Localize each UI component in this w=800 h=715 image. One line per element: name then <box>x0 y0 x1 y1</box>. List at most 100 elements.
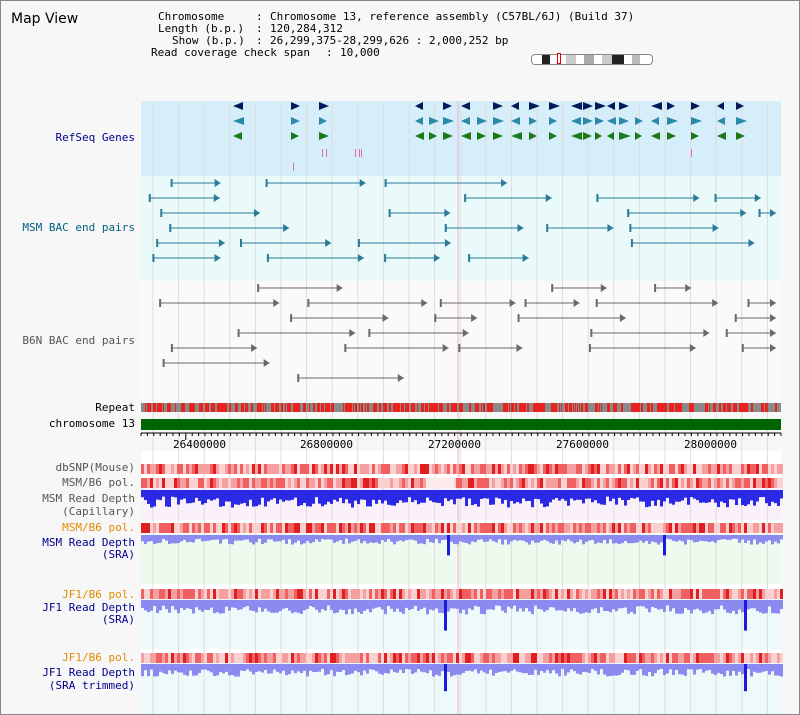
jf1-sra-depth-bin <box>447 600 450 612</box>
dbsnp-bin <box>513 464 516 474</box>
dbsnp-bin <box>636 464 639 474</box>
track-label-refseq-genes[interactable]: RefSeq Genes <box>55 131 135 144</box>
msm-pol2-bin <box>234 523 237 533</box>
dbsnp-bin <box>390 464 393 474</box>
msm-pol2-bin <box>771 523 774 533</box>
repeat-element <box>561 403 562 412</box>
track-label-chromosome[interactable]: chromosome 13 <box>48 417 135 430</box>
jf1-trim-depth-bin <box>705 664 708 671</box>
jf1-pol-bin <box>270 589 273 599</box>
jf1-pol-bin <box>672 589 675 599</box>
msm-pol2-bin <box>639 523 642 533</box>
jf1-trim-depth-bin <box>339 664 342 673</box>
jf1-trim-depth-bin <box>369 664 372 670</box>
dbsnp-bin <box>231 464 234 474</box>
jf1-trim-depth-bin <box>288 664 291 675</box>
info-coverage-key: Read coverage check span <box>151 46 310 59</box>
gene-feature <box>607 117 616 125</box>
jf1-pol-bin <box>279 589 282 599</box>
jf1-pol-bin <box>393 589 396 599</box>
msm-cap-depth-bin <box>714 490 717 503</box>
dbsnp-bin <box>720 464 723 474</box>
dbsnp-bin <box>780 464 783 474</box>
track-label-repeat[interactable]: Repeat <box>95 401 135 414</box>
track-label-b6n-bac[interactable]: B6N BAC end pairs <box>22 334 135 347</box>
msm-pol2-bin <box>717 523 720 533</box>
jf1-trim-depth-bin <box>762 664 765 672</box>
track-label-msm-b6-pol-2[interactable]: MSM/B6 pol. <box>62 521 135 534</box>
msm-sra-depth-bin <box>636 535 639 543</box>
track-label-jf1-depth-sra[interactable]: JF1 Read Depth <box>42 601 135 614</box>
msm-sra-depth-bin <box>420 535 423 544</box>
dbsnp-bin <box>456 464 459 474</box>
b6n-bac-end <box>434 314 437 322</box>
msm-pol-bin <box>375 478 378 488</box>
msm-cap-depth-bin <box>732 490 735 500</box>
jf1-pol-bin <box>624 589 627 599</box>
dbsnp-bin <box>750 464 753 474</box>
repeat-element <box>569 403 572 412</box>
jf1-sra-depth-bin <box>504 600 507 613</box>
b6n-bac-end <box>297 374 300 382</box>
track-label-dbsnp[interactable]: dbSNP(Mouse) <box>55 461 135 474</box>
repeat-element <box>599 403 600 412</box>
track-label-msm-depth-sra[interactable]: MSM Read Depth <box>42 536 135 549</box>
msm-bac-end <box>596 194 599 202</box>
repeat-element <box>163 403 164 412</box>
repeat-element <box>401 403 404 412</box>
gene-feature <box>511 117 520 125</box>
track-label-msm-bac[interactable]: MSM BAC end pairs <box>22 221 135 234</box>
gene-feature <box>461 132 471 140</box>
jf1-pol2-bin <box>231 653 234 663</box>
msm-sra-depth-bin <box>513 535 516 540</box>
b6n-bac-end <box>551 284 554 292</box>
msm-sra-depth-bin <box>186 535 189 543</box>
msm-sra-depth-bin <box>351 535 354 542</box>
jf1-sra-depth-bin <box>180 600 183 609</box>
msm-cap-depth-bin <box>210 490 213 501</box>
jf1-trim-depth-bin <box>780 664 783 677</box>
msm-pol2-bin <box>711 523 714 533</box>
msm-sra-depth-bin <box>204 535 207 542</box>
dbsnp-bin <box>396 464 399 474</box>
jf1-pol2-bin <box>507 653 510 663</box>
jf1-sra-depth-bin <box>444 600 447 631</box>
msm-pol-bin <box>258 478 261 488</box>
track-label-jf1-b6-pol-2[interactable]: JF1/B6 pol. <box>62 651 135 664</box>
jf1-sra-depth-bin <box>288 600 291 611</box>
msm-pol-bin <box>369 478 372 488</box>
repeat-element <box>237 403 238 412</box>
repeat-element <box>581 403 583 412</box>
dbsnp-bin <box>294 464 297 474</box>
gene-feature <box>595 132 602 140</box>
repeat-element <box>281 403 283 412</box>
repeat-element <box>397 403 399 412</box>
track-label-msm-b6-pol[interactable]: MSM/B6 pol. <box>62 476 135 489</box>
track-label-jf1-b6-pol[interactable]: JF1/B6 pol. <box>62 588 135 601</box>
msm-bac-end <box>758 209 761 217</box>
msm-cap-depth-bin <box>249 490 252 500</box>
jf1-sra-depth-bin <box>318 600 321 613</box>
jf1-trim-depth-bin <box>261 664 264 673</box>
jf1-trim-depth-bin <box>501 664 504 672</box>
msm-pol2-bin <box>693 523 696 533</box>
msm-sra-depth-bin <box>762 535 765 544</box>
msm-pol2-bin <box>642 523 645 533</box>
msm-cap-depth-bin <box>717 490 720 508</box>
gene-exon-mark <box>322 149 323 157</box>
msm-pol2-bin <box>342 523 345 533</box>
msm-pol-bin <box>732 478 735 488</box>
dbsnp-bin <box>267 464 270 474</box>
track-label-jf1-depth-trimmed[interactable]: JF1 Read Depth <box>42 666 135 679</box>
jf1-sra-depth-bin <box>162 600 165 606</box>
msm-sra-depth-bin <box>267 535 270 540</box>
track-label-msm-depth-capillary[interactable]: MSM Read Depth <box>42 492 135 505</box>
repeat-element <box>199 403 201 412</box>
msm-cap-depth-bin <box>606 490 609 497</box>
msm-cap-depth-bin <box>477 490 480 507</box>
msm-pol2-bin <box>564 523 567 533</box>
chromosome-ideogram[interactable] <box>531 54 653 65</box>
dbsnp-bin <box>285 464 288 474</box>
dbsnp-bin <box>348 464 351 474</box>
